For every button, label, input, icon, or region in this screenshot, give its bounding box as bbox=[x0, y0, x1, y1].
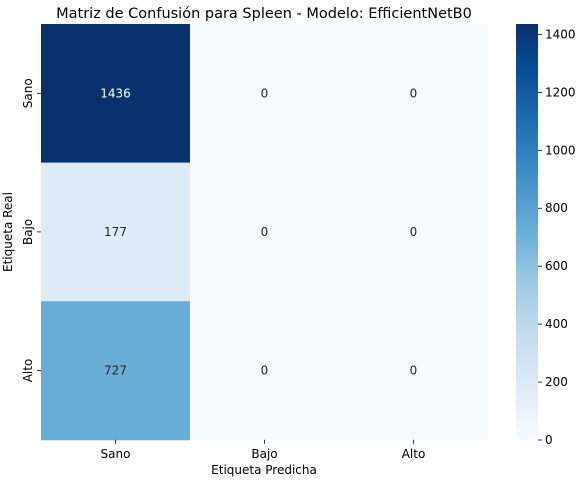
heatmap-cell bbox=[339, 162, 489, 302]
cell-value-label: 1436 bbox=[100, 86, 131, 100]
heatmap-cell bbox=[190, 162, 340, 302]
colorbar-tick-label: 600 bbox=[545, 259, 568, 273]
cell-value-label: 727 bbox=[104, 364, 127, 378]
cell-annotations: 1436 0 0 177 0 0 727 0 0 bbox=[100, 86, 417, 377]
heatmap-cell bbox=[190, 301, 340, 441]
heatmap-cell bbox=[190, 24, 340, 164]
colorbar-tick-label: 1400 bbox=[545, 27, 576, 41]
x-tick-label: Sano bbox=[101, 447, 131, 461]
colorbar-tick-label: 400 bbox=[545, 317, 568, 331]
y-tick-label: Alto bbox=[21, 359, 35, 383]
heatmap-cells bbox=[41, 24, 489, 441]
chart-title: Matriz de Confusión para Spleen - Modelo… bbox=[56, 6, 472, 22]
cell-value-label: 0 bbox=[261, 364, 269, 378]
x-tick-label: Alto bbox=[402, 447, 426, 461]
heatmap-cell bbox=[41, 301, 191, 441]
y-tick-label: Sano bbox=[21, 78, 35, 108]
y-axis-ticks: Sano Bajo Alto bbox=[21, 78, 41, 382]
cell-value-label: 177 bbox=[104, 225, 127, 239]
colorbar-tick-label: 1200 bbox=[545, 85, 576, 99]
colorbar: 0 200 400 600 800 1000 1200 1400 bbox=[516, 24, 576, 447]
cell-value-label: 0 bbox=[410, 225, 418, 239]
heatmap-cell bbox=[41, 24, 191, 164]
colorbar-tick-label: 0 bbox=[545, 433, 553, 447]
cell-value-label: 0 bbox=[261, 86, 269, 100]
y-axis-label: Etiqueta Real bbox=[1, 192, 15, 272]
heatmap-cell bbox=[41, 162, 191, 302]
colorbar-tick-label: 1000 bbox=[545, 143, 576, 157]
cell-value-label: 0 bbox=[410, 86, 418, 100]
colorbar-gradient bbox=[516, 24, 538, 440]
x-axis-ticks: Sano Bajo Alto bbox=[101, 439, 426, 461]
cell-value-label: 0 bbox=[410, 364, 418, 378]
x-tick-label: Bajo bbox=[251, 447, 277, 461]
colorbar-tick-label: 800 bbox=[545, 201, 568, 215]
heatmap-cell bbox=[339, 301, 489, 441]
x-axis-label: Etiqueta Predicha bbox=[211, 463, 317, 477]
heatmap-cell bbox=[339, 24, 489, 164]
cell-value-label: 0 bbox=[261, 225, 269, 239]
colorbar-tick-label: 200 bbox=[545, 375, 568, 389]
y-tick-label: Bajo bbox=[21, 219, 35, 245]
